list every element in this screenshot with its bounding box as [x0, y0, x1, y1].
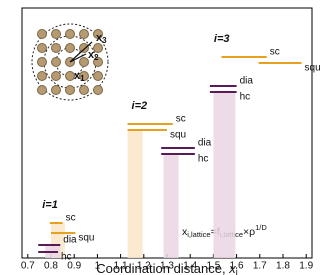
segment-label: dia [240, 76, 254, 87]
band [163, 154, 179, 258]
segment-label: dia [198, 138, 212, 149]
inset-label: x3 [96, 32, 107, 45]
band [127, 130, 143, 258]
x-tick-label: 1.6 [230, 261, 244, 272]
x-tick-label: 1.1 [114, 261, 128, 272]
segment-label: hc [240, 92, 251, 103]
segment-label: hc [198, 154, 209, 165]
inset-label: x1 [74, 70, 85, 83]
group-label: i=1 [42, 199, 58, 211]
inset-label: x2 [88, 49, 99, 62]
x-tick-label: 0.8 [44, 261, 58, 272]
x-tick-label: 1.9 [299, 261, 313, 272]
segment-label: sc [176, 114, 186, 125]
x-tick-label: 0.9 [67, 261, 81, 272]
segment-label: sc [270, 47, 280, 58]
x-tick-label: 1.2 [137, 261, 151, 272]
segment-label: sc [66, 213, 76, 224]
x-tick-label: 0.7 [21, 261, 35, 272]
x-axis-title: Coordination distance, xi [96, 261, 237, 275]
x-tick-label: 1.7 [253, 261, 267, 272]
x-tick-label: 1.4 [183, 261, 197, 272]
x-tick-label: 1.8 [276, 261, 290, 272]
lattice-inset [31, 23, 109, 101]
x-tick-label: 1.3 [160, 261, 174, 272]
segment-label: squ [170, 130, 186, 141]
segment-label: hc [61, 252, 72, 263]
band [213, 92, 236, 258]
group-label: i=2 [132, 100, 148, 112]
x-tick-label: 1.5 [206, 261, 220, 272]
segment-label: squ [305, 63, 321, 74]
x-tick-label: 1 [95, 261, 101, 272]
segment-label: dia [63, 235, 77, 246]
group-label: i=3 [214, 33, 230, 45]
segment-label: squ [78, 233, 94, 244]
